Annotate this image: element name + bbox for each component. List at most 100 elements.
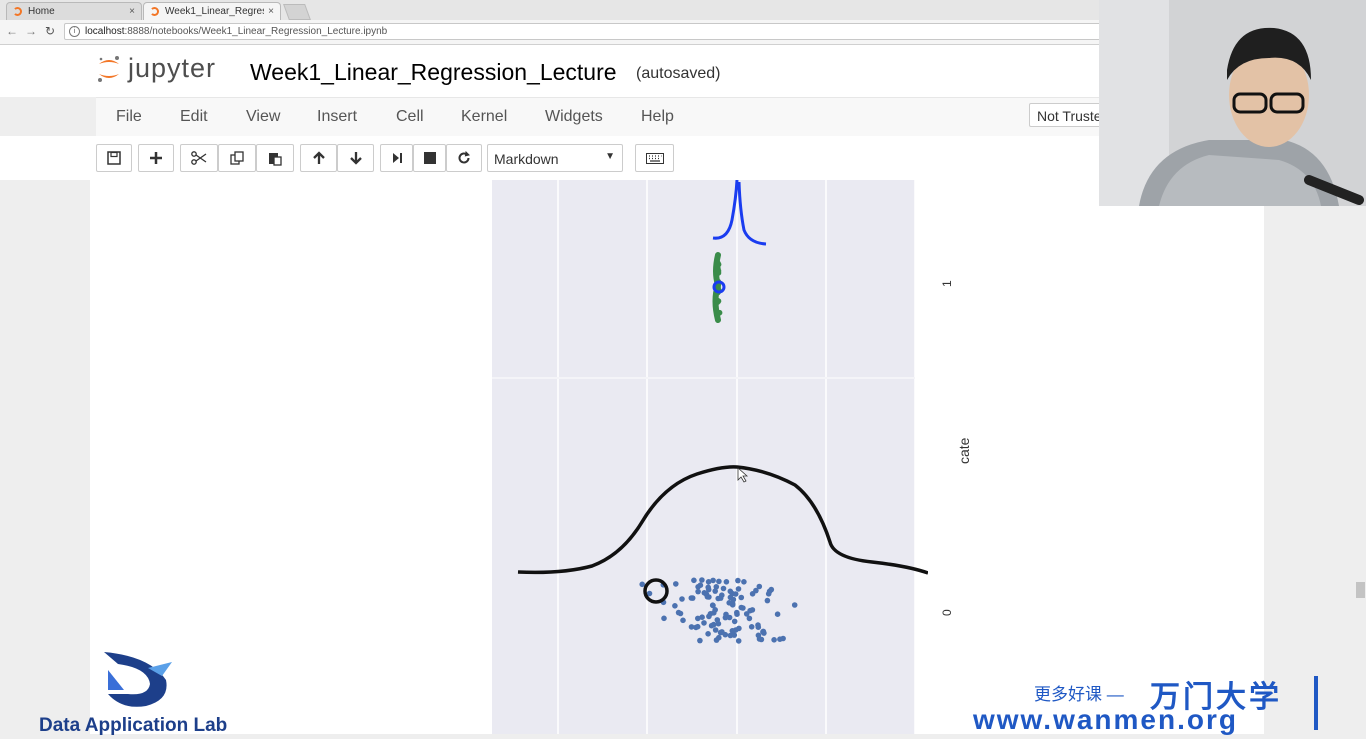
info-icon[interactable]: i [69,26,80,37]
close-icon[interactable]: × [268,6,274,17]
green-highlight-annotation [712,252,722,323]
scatter-point [727,632,734,639]
caret-down-icon: ▼ [605,151,615,162]
scatter-point [735,577,741,584]
stop-icon [423,152,436,164]
scatter-point [706,613,712,620]
restart-button[interactable] [446,144,482,172]
menu-view[interactable]: View [246,108,281,125]
scatter-point [729,600,735,607]
scatter-point [699,614,705,620]
page-scrollbar-thumb[interactable] [1356,582,1365,598]
scatter-point [719,629,725,635]
dal-logo-text: Data Application Lab [39,715,228,736]
save-icon [107,151,121,165]
scatter-point [771,637,777,643]
menu-insert[interactable]: Insert [317,108,358,125]
presenter-video-image [1099,0,1366,206]
jupyter-logo-text: jupyter [128,53,217,83]
paste-button[interactable] [256,144,294,172]
tab-notebook[interactable]: Week1_Linear_Regress × [143,2,281,20]
menu-edit[interactable]: Edit [180,108,208,125]
arrow-up-icon [312,151,325,164]
scatter-point [720,585,727,592]
scatter-point [712,627,719,633]
scatter-point [709,602,716,608]
address-bar[interactable]: i localhost:8888/notebooks/Week1_Linear_… [64,23,1104,40]
reload-icon[interactable]: ↻ [45,24,56,38]
wanmen-tagline: 更多好课 — [1034,685,1124,704]
y-axis-label: cate [956,437,972,464]
run-button[interactable] [380,144,413,172]
cell-type-value: Markdown [494,151,559,167]
close-icon[interactable]: × [129,6,135,17]
menu-widgets[interactable]: Widgets [545,108,603,125]
menu-bar: File Edit View Insert Cell Kernel Widget… [96,97,1106,137]
menu-cell[interactable]: Cell [396,108,424,125]
scatter-point [675,609,682,616]
cell-output-plot: 1 0 cate [492,179,972,734]
insert-cell-button[interactable] [138,144,174,172]
scatter-point [680,617,686,624]
scatter-point [729,628,736,634]
scatter-point [765,591,772,597]
scatter-point [699,577,705,583]
save-button[interactable] [96,144,132,172]
command-palette-button[interactable] [635,144,674,172]
scatter-point [748,624,755,630]
forward-arrow-icon[interactable]: → [25,24,37,38]
scatter-point [738,604,745,611]
scatter-point [695,588,701,595]
move-up-button[interactable] [300,144,337,172]
y-tick-label: 1 [940,280,954,287]
interrupt-button[interactable] [413,144,446,172]
scatter-point [716,578,722,585]
jupyter-logo[interactable]: jupyter [96,53,216,84]
mouse-cursor-icon [737,467,749,483]
cell-type-select[interactable]: Markdown ▼ [487,144,623,172]
cut-button[interactable] [180,144,218,172]
copy-icon [230,151,244,165]
move-down-button[interactable] [337,144,374,172]
arrow-down-icon [349,152,362,165]
plus-icon [150,152,162,164]
copy-button[interactable] [218,144,256,172]
scatter-point [749,607,756,613]
scatter-point [710,621,717,628]
not-trusted-button[interactable]: Not Trusted [1029,103,1109,127]
menu-help[interactable]: Help [641,108,674,125]
scatter-point [712,588,718,594]
scatter-point [746,615,753,622]
scatter-series-0 [639,577,798,644]
scatter-point [774,611,781,617]
scatter-point [713,584,720,590]
scatter-point [697,637,703,644]
scatter-point [735,586,742,592]
notebook-name[interactable]: Week1_Linear_Regression_Lecture [250,59,617,85]
scatter-point [661,615,667,622]
scatter-point [679,596,685,602]
scatter-point [688,595,695,601]
scatter-point [749,591,756,597]
scatter-point [710,577,716,584]
wanmen-url: www.wanmen.org [973,704,1238,735]
scatter-point [673,581,679,587]
scatter-point [764,597,771,604]
menu-file[interactable]: File [116,108,142,125]
back-arrow-icon[interactable]: ← [6,24,18,38]
browser-tab-strip: Home × Week1_Linear_Regress × [0,0,1366,20]
paste-icon [269,153,282,166]
restart-icon [458,151,470,164]
scissors-icon [191,151,207,165]
new-tab-button[interactable] [283,4,311,20]
scatter-point [727,594,734,601]
tab-title: Home [28,6,55,17]
scatter-point [695,615,701,622]
scatter-point [639,581,645,588]
menu-kernel[interactable]: Kernel [461,108,508,125]
scatter-point [701,620,707,626]
tab-home[interactable]: Home × [6,2,142,20]
scatter-point [727,588,734,595]
scatter-point [734,609,740,616]
blue-circle-annotation [712,280,726,294]
